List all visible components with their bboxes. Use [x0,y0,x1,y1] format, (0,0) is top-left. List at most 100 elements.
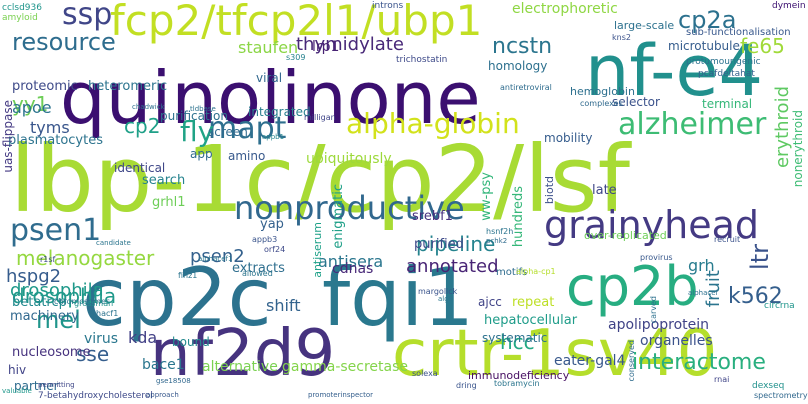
word: allowed [242,269,273,278]
word: amyloid [2,13,38,23]
word: yap [260,217,284,232]
word: partner [14,379,59,393]
word: sse [76,342,110,366]
word: hiv [8,363,27,377]
word: rnai [714,375,730,384]
word: screen [208,125,248,139]
word: crtr-1sv40 [392,317,718,391]
word: repeat [512,295,555,310]
word: homology [488,59,548,73]
word: antisera [318,252,384,271]
word: alpha-cp1 [516,267,556,276]
word: melanogaster [16,246,155,270]
word: grh [688,256,715,275]
word: uas-flippase [1,100,15,173]
word: spectrometry [754,391,808,400]
word: chromosomes [54,297,111,306]
word: fqi1 [322,251,475,344]
word: circrna [764,301,795,311]
word: late [592,183,617,198]
word: bace1 [142,357,185,373]
word: provirus [640,253,673,262]
word: s309 [286,53,306,62]
word: valuable [2,387,32,395]
word: hsnf2h [486,227,514,236]
word: terminal [702,97,753,111]
word: hepatocellular [484,313,578,328]
word: extracts [232,261,285,276]
word: pipeline [416,232,496,256]
word: quinolinone [60,56,481,140]
word: conserved [627,340,636,382]
word: virus [84,331,119,347]
word: mapt [208,111,287,146]
word: dexseq [752,381,785,391]
word: nonerythroid [791,110,805,188]
word: solexa [412,369,438,378]
word: drosophila [12,284,117,308]
word: alg9 [438,295,454,303]
word: ncstn [492,34,553,59]
word: gse18508 [156,377,191,385]
word: over-replicated [584,229,667,242]
word: betatrcp [12,295,67,310]
word: biotd [543,176,556,205]
word: hundreds [511,186,526,248]
word: antiretroviral [500,83,552,92]
word: selector [612,95,660,109]
word: systematic [482,331,548,345]
word: resource [12,28,116,56]
word: hspg2 [6,266,62,287]
word: cclsd936 [2,3,42,13]
word: grhl1 [152,195,186,210]
word: appb3 [252,235,278,244]
word: plasmatocytes [8,133,103,148]
word: purified [414,237,464,252]
word: alphacef1 [198,255,233,263]
word: cdnas [332,261,374,277]
word: carved [649,296,658,324]
word: staufen [238,38,299,57]
word: cp2a [678,6,737,34]
word: gamma-secretase [282,359,409,375]
word: hcc [500,330,535,354]
word: tobramycin [494,379,540,388]
word: psen1 [10,213,102,248]
word: srebf1 [412,209,453,224]
word: heteromeric [88,79,168,94]
word: kns2 [612,33,631,42]
word: hemoglobin [570,85,635,98]
word: fe65 [740,34,785,58]
word: identical [114,161,166,175]
word: annotated [406,256,499,277]
word: enigmatic [331,184,346,249]
word: electrophoretic [512,1,618,17]
word: antiserum [311,222,324,278]
word: alternative [202,359,278,375]
word: thymidylate [296,34,404,55]
word: ww-psy [479,172,494,221]
word: fly [180,115,215,148]
word: finz1 [178,271,198,280]
word: apolipoprotein [608,317,710,333]
word: large-scale [614,19,675,32]
word: chadwick [132,103,165,111]
word: hacf1 [96,309,119,318]
word: permitting [38,381,75,389]
word: recruit [714,235,741,244]
word: mobility [544,131,593,145]
word: 7-betahydroxycholesterol [38,391,153,401]
word: dring [456,381,477,390]
word: lrp1 [312,39,340,55]
word: bound [172,335,210,349]
word: drosophila [10,280,104,301]
word: ajcc [478,295,502,309]
word: erythroid [772,86,793,169]
word: grossman [74,299,114,308]
word: tyms [30,118,70,137]
word: microtubule [668,39,740,53]
word: immunodeficiency [468,369,570,382]
word: purification [160,109,228,123]
word: interactome [632,350,766,375]
